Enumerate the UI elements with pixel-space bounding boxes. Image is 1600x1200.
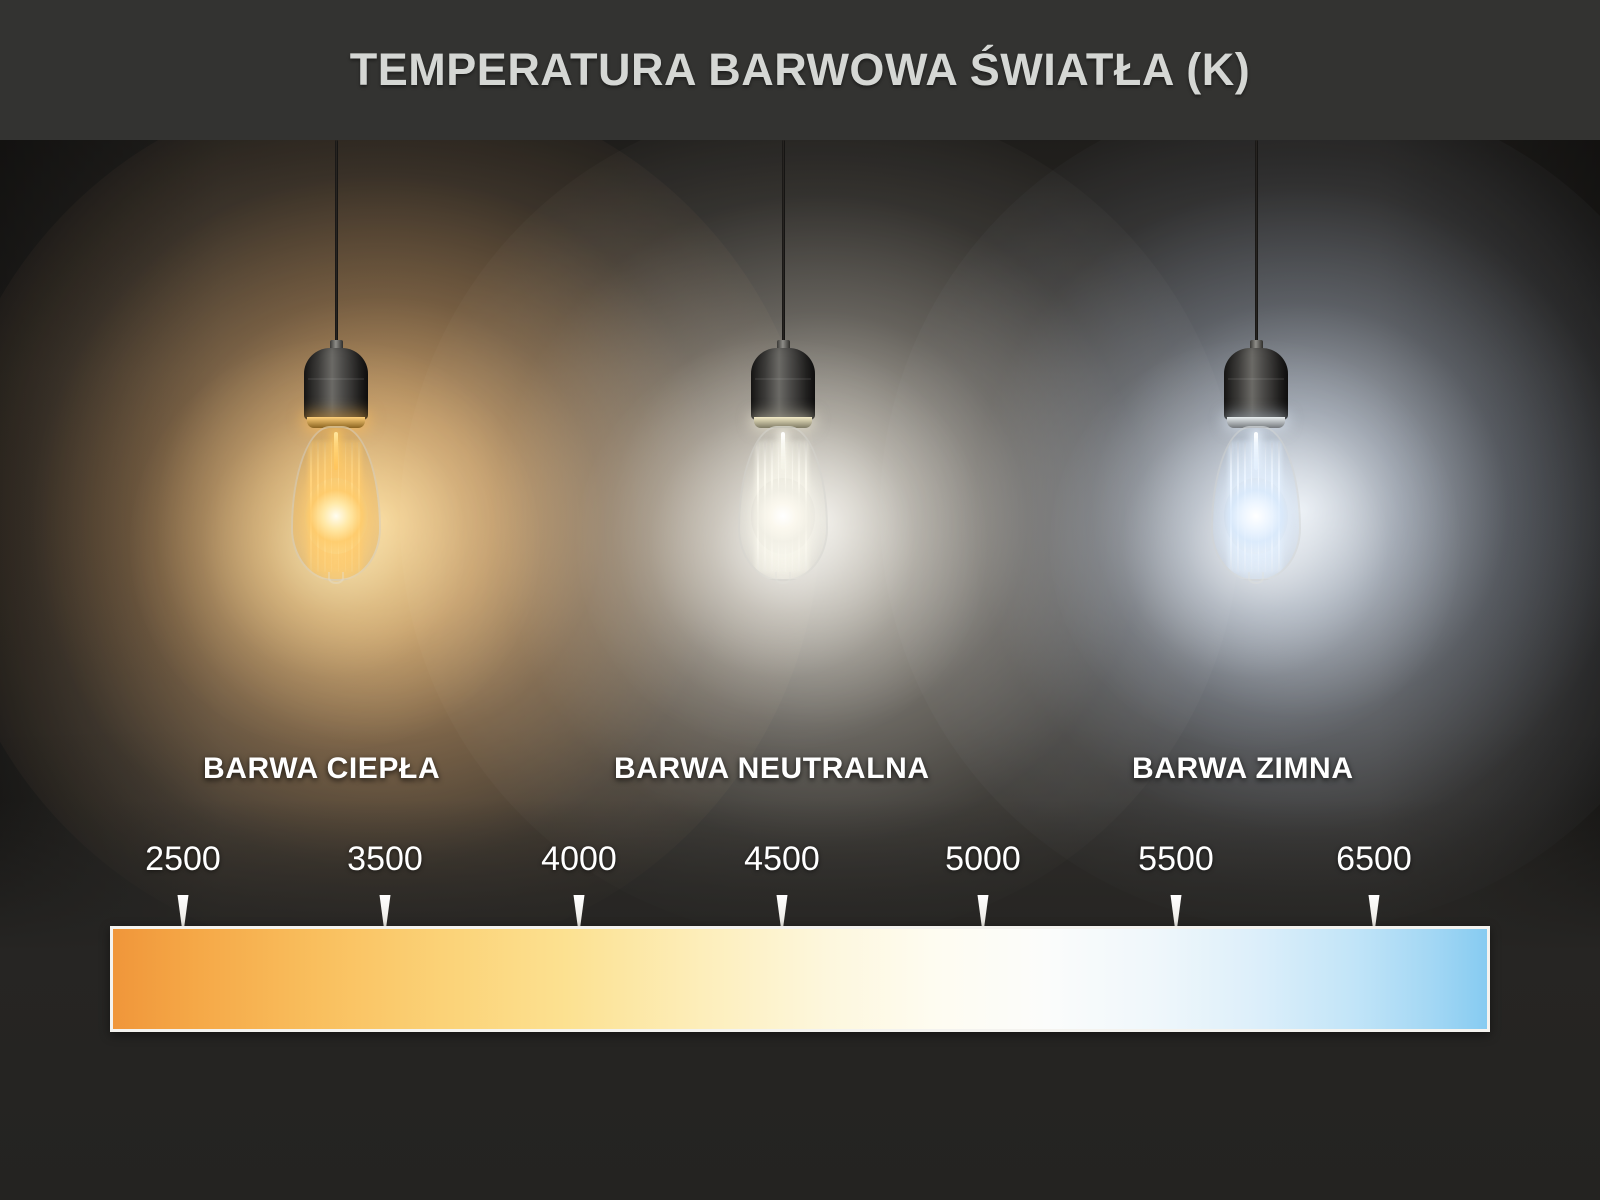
page-title: TEMPERATURA BARWOWA ŚWIATŁA (K): [349, 44, 1251, 95]
header-band: TEMPERATURA BARWOWA ŚWIATŁA (K): [0, 0, 1600, 140]
neutral-lamp-cord: [782, 140, 785, 348]
temperature-scale: 2500 3500 4000 4500 5000 5500 6500: [0, 140, 1600, 1200]
scale-number-4000: 4000: [541, 840, 617, 878]
neutral-socket-ring: [754, 417, 812, 428]
neutral-filament-core: [751, 477, 815, 554]
warm-lamp-socket: [304, 348, 368, 420]
warm-bulb-tip: [328, 572, 344, 584]
warm-socket-ring: [307, 417, 365, 428]
cool-lamp-socket: [1224, 348, 1288, 420]
warm-filament-core: [304, 477, 368, 554]
cool-lamp-cord: [1255, 140, 1258, 348]
scale-number-5000: 5000: [945, 840, 1021, 878]
warm-lamp-cord: [335, 140, 338, 348]
neutral-lamp-socket: [751, 348, 815, 420]
neutral-bulb-tip: [775, 572, 791, 584]
lamp-scene: BARWA CIEPŁA BARWA NEUTRALNA BARWA ZIMNA…: [0, 140, 1600, 1200]
warm-filament-stem: [334, 432, 338, 470]
cool-bulb-tip: [1248, 572, 1264, 584]
scale-number-3500: 3500: [347, 840, 423, 878]
cool-socket-ring: [1227, 417, 1285, 428]
scale-number-2500: 2500: [145, 840, 221, 878]
scale-number-4500: 4500: [744, 840, 820, 878]
scale-number-5500: 5500: [1138, 840, 1214, 878]
cool-filament-stem: [1254, 432, 1258, 470]
neutral-filament-stem: [781, 432, 785, 470]
scale-number-6500: 6500: [1336, 840, 1412, 878]
gradient-fill: [113, 929, 1487, 1029]
cool-filament-core: [1224, 477, 1288, 554]
color-temperature-gradient-bar: [110, 926, 1490, 1032]
